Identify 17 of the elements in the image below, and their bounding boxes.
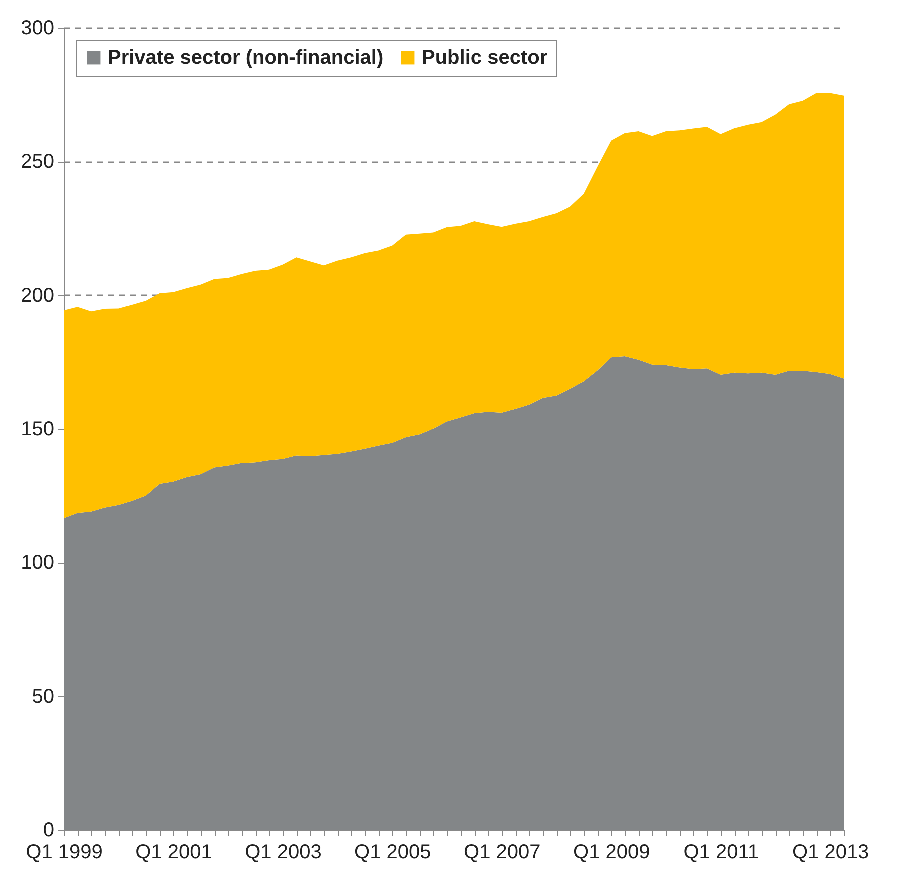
x-tick-label: Q1 2005	[354, 842, 432, 864]
x-tick-label: Q1 2001	[136, 842, 212, 864]
x-tick-label: Q1 1999	[26, 842, 103, 864]
x-tick-label: Q1 2003	[245, 842, 322, 864]
y-tick-label: 0	[43, 820, 54, 842]
x-tick-label: Q1 2007	[464, 842, 541, 864]
y-tick-label: 200	[21, 284, 54, 307]
y-tick-label: 300	[21, 18, 54, 40]
x-tick-label: Q1 2013	[792, 842, 870, 864]
x-tick-label: Q1 2011	[684, 842, 759, 864]
y-tick-label: 150	[21, 418, 54, 440]
legend-label: Public sector	[422, 47, 548, 69]
y-tick-label: 100	[21, 552, 54, 574]
y-tick-label: 250	[21, 151, 54, 174]
legend-label: Private sector (non-financial)	[108, 47, 384, 69]
y-tick-label: 50	[32, 686, 54, 708]
x-tick-label: Q1 2009	[574, 842, 650, 864]
